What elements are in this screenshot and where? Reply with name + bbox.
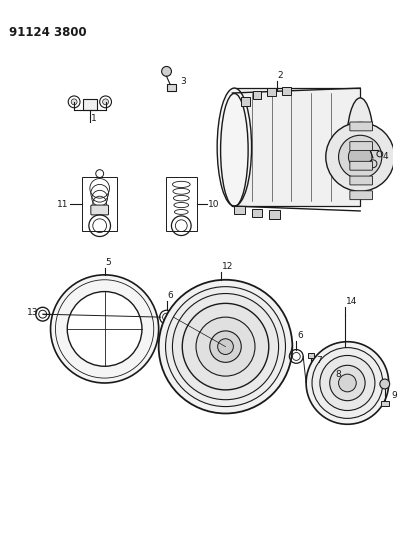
FancyBboxPatch shape <box>350 161 373 170</box>
Text: 14: 14 <box>346 297 358 306</box>
Circle shape <box>71 99 77 105</box>
FancyBboxPatch shape <box>350 191 373 200</box>
Text: 6: 6 <box>297 331 303 340</box>
Text: 13: 13 <box>27 308 39 317</box>
Text: 4: 4 <box>383 152 388 161</box>
Circle shape <box>159 280 293 414</box>
Text: 11: 11 <box>57 199 68 208</box>
FancyBboxPatch shape <box>253 91 261 99</box>
Text: 10: 10 <box>208 199 219 208</box>
Circle shape <box>166 287 285 407</box>
Ellipse shape <box>217 88 252 206</box>
Circle shape <box>182 303 269 390</box>
FancyBboxPatch shape <box>350 176 373 185</box>
FancyBboxPatch shape <box>166 84 176 91</box>
Text: 2: 2 <box>278 71 283 80</box>
Text: 8: 8 <box>336 370 341 378</box>
Circle shape <box>162 67 172 76</box>
Circle shape <box>306 342 389 424</box>
Circle shape <box>218 339 233 354</box>
FancyBboxPatch shape <box>282 86 291 95</box>
FancyBboxPatch shape <box>308 353 314 358</box>
Circle shape <box>67 292 142 366</box>
Text: 3: 3 <box>180 77 186 86</box>
Circle shape <box>339 135 382 179</box>
Circle shape <box>348 145 372 168</box>
Circle shape <box>330 365 365 401</box>
FancyBboxPatch shape <box>91 205 109 215</box>
Circle shape <box>308 375 314 381</box>
Circle shape <box>51 275 159 383</box>
Text: 7: 7 <box>316 356 322 365</box>
FancyBboxPatch shape <box>269 211 280 219</box>
Circle shape <box>103 99 109 105</box>
FancyBboxPatch shape <box>252 208 262 217</box>
Circle shape <box>172 294 279 400</box>
Circle shape <box>312 348 383 418</box>
FancyBboxPatch shape <box>83 99 97 110</box>
FancyBboxPatch shape <box>381 401 389 406</box>
Text: 91124 3800: 91124 3800 <box>9 26 87 39</box>
FancyBboxPatch shape <box>232 88 360 206</box>
FancyBboxPatch shape <box>234 206 245 214</box>
Circle shape <box>326 123 394 191</box>
Circle shape <box>320 356 375 410</box>
Text: 9: 9 <box>392 391 397 400</box>
Circle shape <box>380 379 390 389</box>
Circle shape <box>339 374 356 392</box>
FancyBboxPatch shape <box>267 87 276 96</box>
Text: 1: 1 <box>91 115 97 124</box>
FancyBboxPatch shape <box>241 98 250 106</box>
Circle shape <box>210 331 241 362</box>
Circle shape <box>196 317 255 376</box>
Text: 6: 6 <box>168 292 173 301</box>
Ellipse shape <box>346 98 374 196</box>
Text: 5: 5 <box>105 258 111 267</box>
Circle shape <box>326 374 331 378</box>
FancyBboxPatch shape <box>350 142 373 150</box>
Text: 12: 12 <box>222 262 233 271</box>
FancyBboxPatch shape <box>350 122 373 131</box>
